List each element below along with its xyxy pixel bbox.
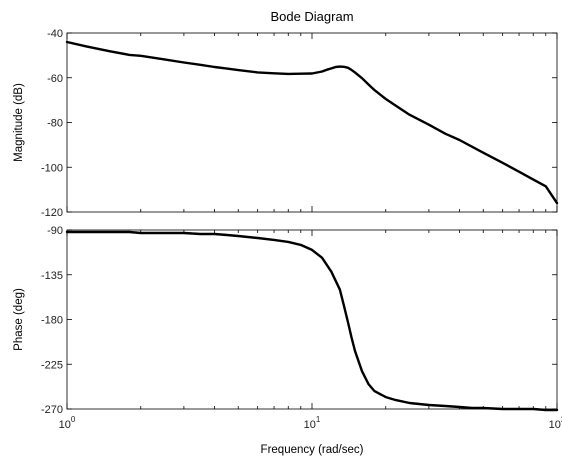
phase-y-tick-label: -90 bbox=[47, 225, 63, 237]
magnitude-y-tick-label: -100 bbox=[41, 162, 63, 174]
chart-title: Bode Diagram bbox=[270, 9, 353, 24]
magnitude-y-axis-label: Magnitude (dB) bbox=[13, 83, 25, 162]
x-tick-label: 102 bbox=[549, 415, 562, 431]
phase-y-tick-label: -225 bbox=[41, 359, 63, 371]
x-tick-label-base: 10 bbox=[304, 419, 316, 431]
phase-y-tick-label: -135 bbox=[41, 270, 63, 282]
magnitude-y-tick-label: -80 bbox=[47, 118, 63, 130]
x-tick-label-exponent: 0 bbox=[71, 415, 76, 424]
magnitude-y-tick-label: -60 bbox=[47, 73, 63, 85]
magnitude-series-line bbox=[65, 40, 559, 205]
phase-y-tick-label: -180 bbox=[41, 315, 63, 327]
x-tick-label-exponent: 2 bbox=[561, 415, 562, 424]
x-tick-label: 101 bbox=[304, 415, 321, 431]
phase-y-tick-label: -270 bbox=[41, 404, 63, 416]
magnitude-y-tick-label: -120 bbox=[41, 207, 63, 219]
phase-plot-frame bbox=[66, 229, 558, 410]
x-tick-label-exponent: 1 bbox=[316, 415, 321, 424]
phase-y-axis-label: Phase (deg) bbox=[13, 288, 25, 351]
x-tick-label: 100 bbox=[59, 415, 76, 431]
x-tick-label-base: 10 bbox=[59, 419, 71, 431]
magnitude-y-tick-label: -40 bbox=[47, 28, 63, 40]
phase-series-line bbox=[65, 230, 559, 412]
x-axis-label: Frequency (rad/sec) bbox=[261, 444, 364, 456]
magnitude-plot-frame bbox=[66, 32, 558, 213]
x-tick-label-base: 10 bbox=[549, 419, 561, 431]
